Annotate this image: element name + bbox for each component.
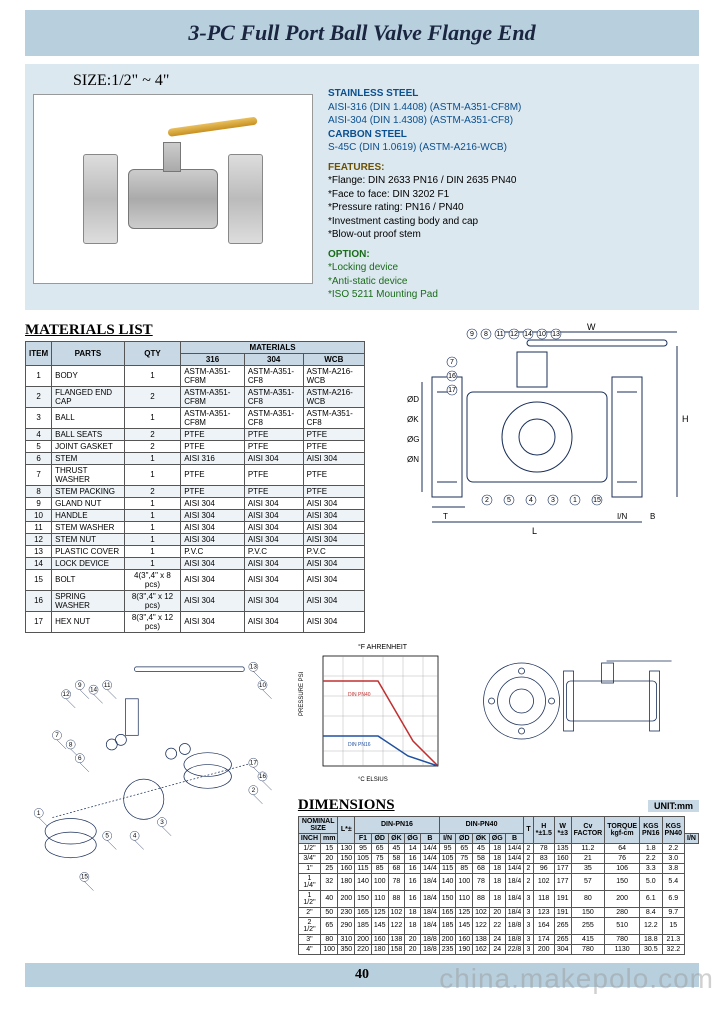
svg-text:ØD: ØD (407, 395, 419, 404)
page-footer: 40 (25, 963, 699, 987)
svg-text:14: 14 (524, 331, 532, 338)
dimensions-heading: DIMENSIONS (298, 797, 395, 814)
table-row: 15BOLT4(3",4" x 8 pcs)AISI 304AISI 304AI… (26, 569, 365, 590)
option-heading: OPTION: (328, 248, 691, 262)
svg-text:8: 8 (69, 741, 73, 748)
table-row: 9GLAND NUT1AISI 304AISI 304AISI 304 (26, 497, 365, 509)
svg-text:12: 12 (63, 691, 71, 698)
svg-text:14: 14 (90, 686, 98, 693)
svg-text:PRESSURE PSI: PRESSURE PSI (299, 671, 305, 716)
svg-text:16: 16 (259, 773, 267, 780)
table-row: 6STEM1AISI 316AISI 304AISI 304 (26, 452, 365, 464)
svg-text:I/N: I/N (617, 512, 627, 521)
table-row: 3/4"2015010575581614/410575581814/428316… (298, 853, 698, 863)
cs-heading: CARBON STEEL (328, 128, 691, 142)
svg-text:2: 2 (485, 497, 489, 504)
table-row: 4BALL SEATS2PTFEPTFEPTFE (26, 428, 365, 440)
table-row: 3BALL1ASTM-A351-CF8MASTM-A351-CF8ASTM-A3… (26, 407, 365, 428)
svg-text:ØG: ØG (407, 435, 419, 444)
svg-text:3: 3 (160, 818, 164, 825)
svg-text:W: W (587, 322, 596, 332)
title-bar: 3-PC Full Port Ball Valve Flange End (25, 10, 699, 56)
size-label: SIZE:1/2" ~ 4" (33, 72, 313, 90)
svg-text:16: 16 (448, 373, 456, 380)
exploded-drawing: 12 9 14 11 13 10 7 86 17162 1 15 5 4 3 (25, 641, 290, 921)
svg-text:8: 8 (484, 331, 488, 338)
svg-text:DIN PN40: DIN PN40 (348, 692, 371, 698)
svg-text:L: L (532, 526, 537, 536)
svg-text:15: 15 (593, 497, 601, 504)
table-row: 1 1/2"40200150110881618/4150110881818/43… (298, 890, 698, 907)
svg-text:1: 1 (573, 497, 577, 504)
unit-label: UNIT:mm (648, 800, 699, 812)
table-row: 13PLASTIC COVER1P.V.CP.V.CP.V.C (26, 545, 365, 557)
table-row: 14LOCK DEVICE1AISI 304AISI 304AISI 304 (26, 557, 365, 569)
table-row: 16SPRING WASHER8(3",4" x 12 pcs)AISI 304… (26, 590, 365, 611)
side-view-drawing (464, 641, 699, 761)
table-row: 8STEM PACKING2PTFEPTFEPTFE (26, 485, 365, 497)
svg-text:B: B (650, 512, 655, 521)
svg-text:1: 1 (37, 809, 41, 816)
table-row: 1BODY1ASTM-A351-CF8MASTM-A351-CF8ASTM-A2… (26, 365, 365, 386)
materials-heading: MATERIALS LIST (25, 322, 365, 339)
spec-text: STAINLESS STEEL AISI-316 (DIN 1.4408) (A… (328, 72, 691, 302)
materials-table: ITEMPARTSQTYMATERIALS 316304WCB 1BODY1AS… (25, 341, 365, 633)
table-row: 2 1/2"652901851451221818/41851451222218/… (298, 917, 698, 934)
svg-text:10: 10 (259, 681, 267, 688)
svg-text:T: T (443, 512, 448, 521)
table-row: 17HEX NUT8(3",4" x 12 pcs)AISI 304AISI 3… (26, 611, 365, 632)
svg-text:9: 9 (470, 331, 474, 338)
page-number: 40 (355, 967, 369, 982)
svg-text:5: 5 (507, 497, 511, 504)
svg-text:6: 6 (78, 754, 82, 761)
table-row: 4"1003502201801582018/82351901622422/832… (298, 944, 698, 954)
table-row: 1/2"151309565451414/49565451814/42781351… (298, 843, 698, 853)
svg-text:2: 2 (252, 786, 256, 793)
svg-text:11: 11 (104, 681, 111, 688)
page-title: 3-PC Full Port Ball Valve Flange End (35, 20, 689, 46)
table-row: 11STEM WASHER1AISI 304AISI 304AISI 304 (26, 521, 365, 533)
product-photo (33, 94, 313, 284)
table-row: 12STEM NUT1AISI 304AISI 304AISI 304 (26, 533, 365, 545)
svg-text:4: 4 (133, 832, 137, 839)
section-drawing: W L H T I/N (375, 322, 699, 602)
svg-text:17: 17 (250, 759, 258, 766)
features-heading: FEATURES: (328, 161, 691, 175)
svg-text:11: 11 (496, 331, 503, 338)
table-row: 1"2516011585681614/411585681814/42961773… (298, 863, 698, 873)
svg-text:13: 13 (552, 331, 560, 338)
svg-text:H: H (682, 414, 689, 424)
pressure-temp-chart: °F AHRENHEIT PRESSURE PSI °C ELSIU (298, 641, 458, 791)
svg-text:9: 9 (78, 681, 82, 688)
table-row: 2"502301651251021818/41651251022018/4312… (298, 907, 698, 917)
svg-text:ØK: ØK (407, 415, 419, 424)
table-row: 7THRUST WASHER1PTFEPTFEPTFE (26, 464, 365, 485)
info-panel: SIZE:1/2" ~ 4" STAINLESS STEEL AISI-316 … (25, 64, 699, 310)
svg-text:17: 17 (448, 387, 456, 394)
svg-text:12: 12 (510, 331, 518, 338)
svg-text:7: 7 (450, 359, 454, 366)
table-row: 1 1/4"32180140100781618/4140100781818/42… (298, 873, 698, 890)
svg-text:ØN: ØN (407, 455, 419, 464)
svg-text:7: 7 (55, 732, 59, 739)
svg-text:3: 3 (551, 497, 555, 504)
svg-text:4: 4 (529, 497, 533, 504)
svg-text:°C ELSIUS: °C ELSIUS (358, 777, 388, 783)
table-row: 2FLANGED END CAP2ASTM-A351-CF8MASTM-A351… (26, 386, 365, 407)
svg-text:°F AHRENHEIT: °F AHRENHEIT (358, 643, 408, 651)
table-row: 5JOINT GASKET2PTFEPTFEPTFE (26, 440, 365, 452)
svg-text:10: 10 (538, 331, 546, 338)
svg-text:15: 15 (81, 873, 89, 880)
svg-text:DIN PN16: DIN PN16 (348, 742, 371, 748)
svg-text:5: 5 (105, 832, 109, 839)
ss-heading: STAINLESS STEEL (328, 87, 691, 101)
table-row: 3"803102001601382018/82001601382418/8317… (298, 934, 698, 944)
svg-text:13: 13 (250, 663, 258, 670)
table-row: 10HANDLE1AISI 304AISI 304AISI 304 (26, 509, 365, 521)
dimensions-table: NOMINAL SIZE L*± DIN-PN16 DIN-PN40 T H *… (298, 816, 699, 955)
